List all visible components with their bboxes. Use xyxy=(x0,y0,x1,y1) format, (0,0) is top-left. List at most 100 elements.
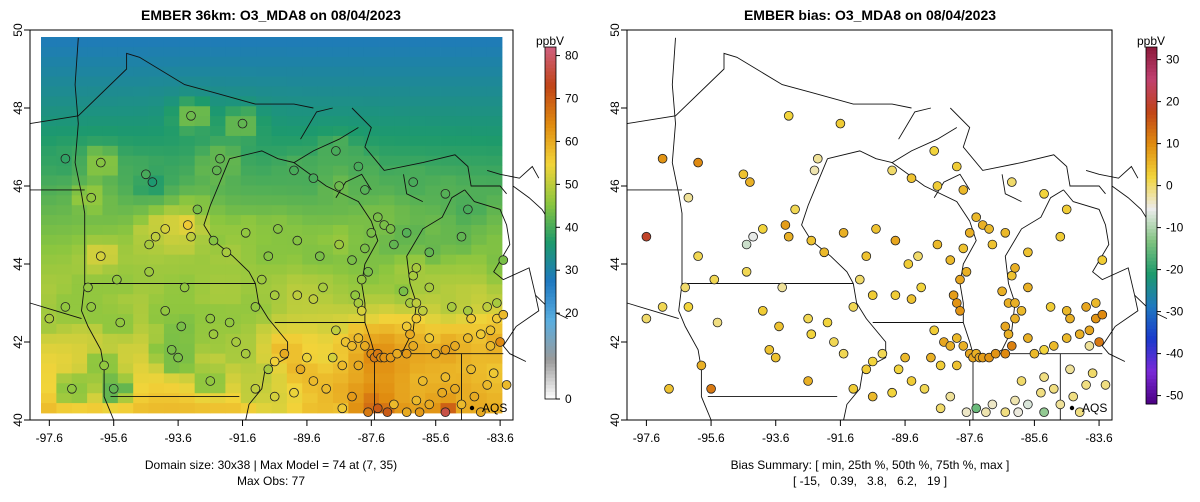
heatmap-cell xyxy=(71,175,88,186)
heatmap-cell xyxy=(409,126,426,137)
heatmap-cell xyxy=(455,215,472,226)
heatmap-cell xyxy=(71,244,88,256)
colorbar-segment xyxy=(545,145,556,150)
heatmap-cell xyxy=(455,254,472,265)
data-point xyxy=(1036,387,1046,398)
heatmap-cell xyxy=(210,106,226,117)
left-aqs-marker xyxy=(469,405,475,411)
heatmap-cell xyxy=(317,234,334,246)
heatmap-cell xyxy=(317,393,334,404)
heatmap-cell xyxy=(256,37,272,48)
heatmap-cell xyxy=(317,244,334,256)
heatmap-cell xyxy=(455,145,472,157)
heatmap-cell xyxy=(117,403,134,414)
heatmap-cell xyxy=(409,254,426,265)
heatmap-cell xyxy=(179,165,196,176)
heatmap-cell xyxy=(117,274,134,285)
heatmap-cell xyxy=(179,46,196,58)
heatmap-cell xyxy=(271,254,288,265)
colorbar-segment xyxy=(1146,132,1157,137)
colorbar-segment xyxy=(1146,361,1157,366)
heatmap-cell xyxy=(425,96,441,107)
heatmap-cell xyxy=(56,86,73,97)
colorbar-segment xyxy=(545,303,556,308)
heatmap-cell xyxy=(225,96,242,107)
heatmap-cell xyxy=(256,46,272,58)
heatmap-cell xyxy=(117,284,134,295)
heatmap-cell xyxy=(210,116,226,127)
heatmap-cell xyxy=(102,205,119,216)
right-bias-points xyxy=(641,111,1111,418)
heatmap-cell xyxy=(210,215,226,226)
heatmap-cell xyxy=(425,185,441,196)
heatmap-cell xyxy=(363,373,380,384)
heatmap-cell xyxy=(409,363,426,374)
map-border-line xyxy=(300,107,333,140)
heatmap-cell xyxy=(87,254,103,265)
heatmap-cell xyxy=(240,135,257,147)
heatmap-cell xyxy=(117,116,134,127)
heatmap-cell xyxy=(486,56,503,68)
heatmap-cell xyxy=(87,116,103,127)
heatmap-cell xyxy=(71,66,88,77)
heatmap-cell xyxy=(210,284,226,295)
heatmap-cell xyxy=(332,195,349,206)
data-point xyxy=(411,313,422,324)
heatmap-cell xyxy=(148,155,165,167)
heatmap-cell xyxy=(425,323,441,335)
heatmap-cell xyxy=(317,264,334,275)
heatmap-cell xyxy=(71,155,88,167)
heatmap-cell xyxy=(425,106,441,117)
heatmap-cell xyxy=(41,323,57,335)
heatmap-cell xyxy=(56,383,73,394)
heatmap-cell xyxy=(133,363,149,374)
heatmap-cell xyxy=(148,333,165,345)
data-point xyxy=(835,118,846,129)
data-point xyxy=(112,274,122,285)
colorbar-segment xyxy=(545,247,556,252)
colorbar-segment xyxy=(545,71,556,76)
heatmap-cell xyxy=(409,244,426,256)
heatmap-cell xyxy=(379,66,395,77)
colorbar-segment xyxy=(1146,100,1157,105)
heatmap-cell xyxy=(163,383,180,394)
data-point xyxy=(887,387,897,398)
heatmap-cell xyxy=(363,314,380,325)
heatmap-cell xyxy=(486,244,503,256)
data-point xyxy=(806,235,817,246)
heatmap-cell xyxy=(471,195,488,206)
data-point xyxy=(437,387,448,398)
heatmap-cell xyxy=(332,46,349,58)
heatmap-cell xyxy=(425,403,441,414)
heatmap-cell xyxy=(179,314,196,325)
heatmap-cell xyxy=(425,86,441,97)
heatmap-cell xyxy=(286,155,303,167)
heatmap-cell xyxy=(471,106,488,117)
heatmap-cell xyxy=(71,234,88,246)
colorbar-segment xyxy=(545,293,556,298)
heatmap-cell xyxy=(286,37,303,48)
heatmap-cell xyxy=(225,56,242,68)
heatmap-cell xyxy=(394,76,411,87)
heatmap-cell xyxy=(471,205,488,216)
data-point xyxy=(269,356,280,367)
heatmap-cell xyxy=(317,333,334,345)
data-point xyxy=(353,360,364,371)
heatmap-cell xyxy=(87,46,103,58)
colorbar-segment xyxy=(1146,357,1157,362)
heatmap-cell xyxy=(363,126,380,137)
heatmap-cell xyxy=(56,294,73,305)
heatmap-cell xyxy=(163,195,180,206)
map-border-line xyxy=(898,107,932,140)
heatmap-cell xyxy=(71,225,88,236)
heatmap-cell xyxy=(87,106,103,117)
data-point xyxy=(803,313,813,324)
heatmap-cell xyxy=(440,96,457,107)
heatmap-cell xyxy=(455,126,472,137)
colorbar-segment xyxy=(1146,229,1157,234)
heatmap-cell xyxy=(409,145,426,157)
heatmap-cell xyxy=(133,343,149,355)
heatmap-cell xyxy=(363,244,380,256)
colorbar-segment xyxy=(1146,164,1157,169)
